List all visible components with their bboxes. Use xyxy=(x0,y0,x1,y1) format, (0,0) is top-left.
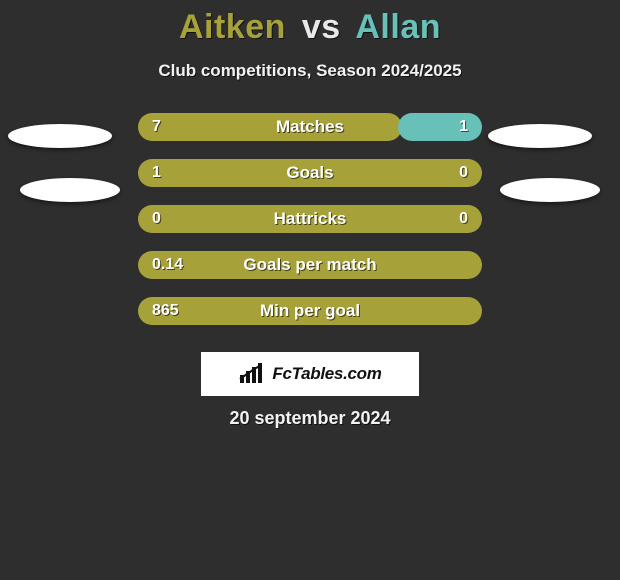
subtitle: Club competitions, Season 2024/2025 xyxy=(0,61,620,81)
date-text: 20 september 2024 xyxy=(0,408,620,429)
stat-value-left: 865 xyxy=(138,297,193,325)
stat-row: 00Hattricks xyxy=(138,205,482,233)
decorative-oval xyxy=(500,178,600,202)
stat-row: 865Min per goal xyxy=(138,297,482,325)
title-vs: vs xyxy=(302,8,341,46)
stat-value-right: 0 xyxy=(445,159,482,187)
stat-value-right: 0 xyxy=(445,205,482,233)
stat-row: 10Goals xyxy=(138,159,482,187)
stat-value-left: 7 xyxy=(138,113,175,141)
title-player1: Aitken xyxy=(179,8,286,46)
decorative-oval xyxy=(8,124,112,148)
comparison-card: Aitken vs Allan Club competitions, Seaso… xyxy=(0,0,620,580)
brand-chart-icon xyxy=(238,363,268,385)
stat-bar-left xyxy=(138,205,482,233)
decorative-oval xyxy=(20,178,120,202)
stat-row: 0.14Goals per match xyxy=(138,251,482,279)
stat-value-right: 1 xyxy=(445,113,482,141)
brand-box: FcTables.com xyxy=(201,352,419,396)
stat-value-left: 0 xyxy=(138,205,175,233)
title: Aitken vs Allan xyxy=(0,0,620,47)
decorative-oval xyxy=(488,124,592,148)
stat-value-left: 0.14 xyxy=(138,251,197,279)
stat-bar-left xyxy=(138,113,402,141)
stat-row: 71Matches xyxy=(138,113,482,141)
title-player2: Allan xyxy=(355,8,441,46)
brand-text: FcTables.com xyxy=(272,364,381,384)
stat-bar-left xyxy=(138,159,482,187)
stat-value-left: 1 xyxy=(138,159,175,187)
